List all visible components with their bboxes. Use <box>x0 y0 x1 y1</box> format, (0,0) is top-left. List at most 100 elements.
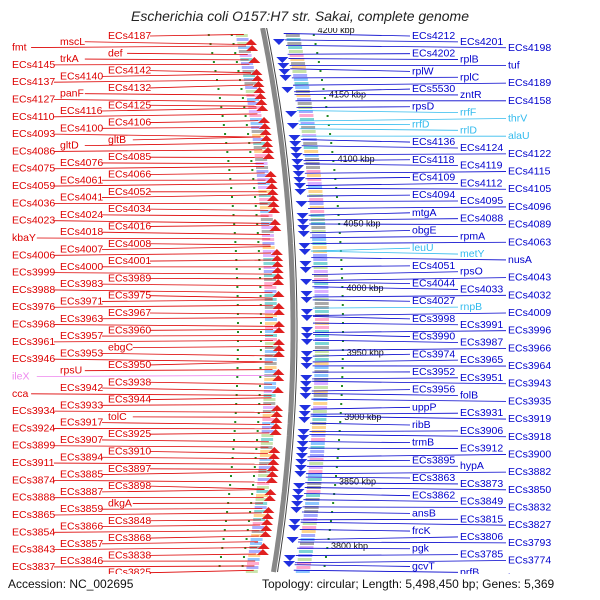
label-leader-line <box>101 471 267 475</box>
minus-strand-arrow <box>297 231 310 237</box>
content-bar <box>294 82 309 85</box>
right-gene-label: ECs3966 <box>508 342 551 354</box>
left-gene-label: ECs3968 <box>12 319 55 331</box>
guide-dot <box>335 466 338 468</box>
minus-strand-arrow <box>278 69 291 75</box>
left-gene-label: ECs3838 <box>108 549 151 561</box>
label-leader-line <box>294 560 507 564</box>
content-bar <box>243 78 256 81</box>
right-gene-label: nusA <box>508 254 532 266</box>
guide-dot <box>249 511 252 513</box>
label-leader-line <box>298 118 507 122</box>
plus-strand-arrow <box>264 171 277 177</box>
right-gene-label: ECs3990 <box>412 331 455 343</box>
right-gene-label: ECs4033 <box>460 283 503 295</box>
guide-dot <box>259 358 262 360</box>
content-bar <box>262 242 275 245</box>
topology-summary: Topology: circular; Length: 5,498,450 bp… <box>262 577 555 591</box>
left-gene-label: ECs4110 <box>12 111 55 123</box>
guide-dot <box>259 277 262 279</box>
right-gene-label: rplW <box>412 65 434 77</box>
label-leader-line <box>53 252 272 256</box>
label-leader-line <box>300 521 507 526</box>
left-gene-label: kbaY <box>12 232 36 244</box>
content-bar <box>299 114 314 117</box>
right-gene-label: ECs3873 <box>460 478 503 490</box>
content-bar <box>258 466 271 469</box>
plus-strand-arrow <box>270 411 283 417</box>
minus-strand-arrow <box>293 183 306 189</box>
left-gene-label: ECs4034 <box>108 203 151 215</box>
plus-strand-arrow <box>268 447 281 453</box>
content-bar <box>308 194 323 197</box>
guide-dot <box>259 340 262 342</box>
content-bar <box>314 342 329 345</box>
guide-dot <box>252 484 255 486</box>
content-bar <box>312 238 327 241</box>
content-bar <box>314 362 329 365</box>
content-bar <box>308 470 323 473</box>
label-leader-line <box>296 106 411 108</box>
content-bar <box>262 246 275 249</box>
guide-dot <box>332 502 335 504</box>
content-bar <box>259 462 272 465</box>
plus-strand-arrow <box>267 459 280 465</box>
guide-dot <box>220 106 223 108</box>
content-bar <box>308 186 323 189</box>
content-bar <box>258 186 271 189</box>
left-gene-label: ECs3944 <box>108 394 151 406</box>
content-bar <box>251 130 264 133</box>
right-gene-label: ECs3912 <box>460 443 503 455</box>
content-bar <box>253 146 266 149</box>
content-bar <box>298 550 313 553</box>
left-gene-label: ECs4023 <box>12 215 55 227</box>
guide-dot <box>254 457 257 459</box>
plus-strand-arrow <box>268 207 281 213</box>
guide-dot <box>231 205 234 207</box>
label-leader-line <box>149 535 259 539</box>
ruler-label-bg <box>337 476 380 487</box>
left-gene-label: ECs3859 <box>60 503 103 515</box>
right-gene-label: ECs3785 <box>460 549 503 561</box>
content-bar <box>258 474 271 477</box>
content-bar <box>300 122 315 125</box>
content-bar <box>308 190 323 193</box>
content-bar <box>309 206 324 209</box>
plus-strand-arrow <box>272 339 285 345</box>
guide-dot <box>232 448 235 450</box>
ruler-label: 3850 kbp <box>339 477 376 487</box>
right-gene-label: ECs4105 <box>508 183 551 195</box>
content-bar <box>242 70 255 73</box>
guide-dot <box>233 430 236 432</box>
label-leader-line <box>294 564 411 567</box>
label-leader-line <box>101 524 261 527</box>
ruler-label-bg <box>329 541 372 551</box>
guide-dot <box>259 322 262 324</box>
content-bar <box>314 290 329 293</box>
plus-strand-arrow <box>254 93 267 99</box>
left-gene-label: gltD <box>60 140 79 152</box>
guide-dot <box>256 439 259 441</box>
label-leader-line <box>306 182 459 186</box>
right-gene-label: zntR <box>460 89 482 101</box>
left-gene-label: ECs3866 <box>60 521 103 533</box>
label-leader-line <box>307 454 507 458</box>
guide-dot <box>234 412 237 414</box>
content-bar <box>251 534 264 537</box>
guide-dot <box>259 349 262 351</box>
content-bar <box>250 122 263 125</box>
plus-strand-arrow <box>267 453 280 459</box>
content-bar <box>264 322 277 325</box>
label-leader-line <box>312 322 459 326</box>
label-leader-line <box>101 231 270 235</box>
content-bar <box>243 74 256 77</box>
plus-strand-arrow <box>261 513 274 519</box>
guide-dot <box>341 295 344 297</box>
guide-dot <box>236 349 239 351</box>
label-leader-line <box>299 128 459 131</box>
left-gene-label: ECs4016 <box>108 220 151 232</box>
content-bar <box>311 226 326 229</box>
content-bar <box>288 50 303 53</box>
right-gene-label: rpmA <box>460 230 485 242</box>
label-leader-line <box>310 406 411 410</box>
